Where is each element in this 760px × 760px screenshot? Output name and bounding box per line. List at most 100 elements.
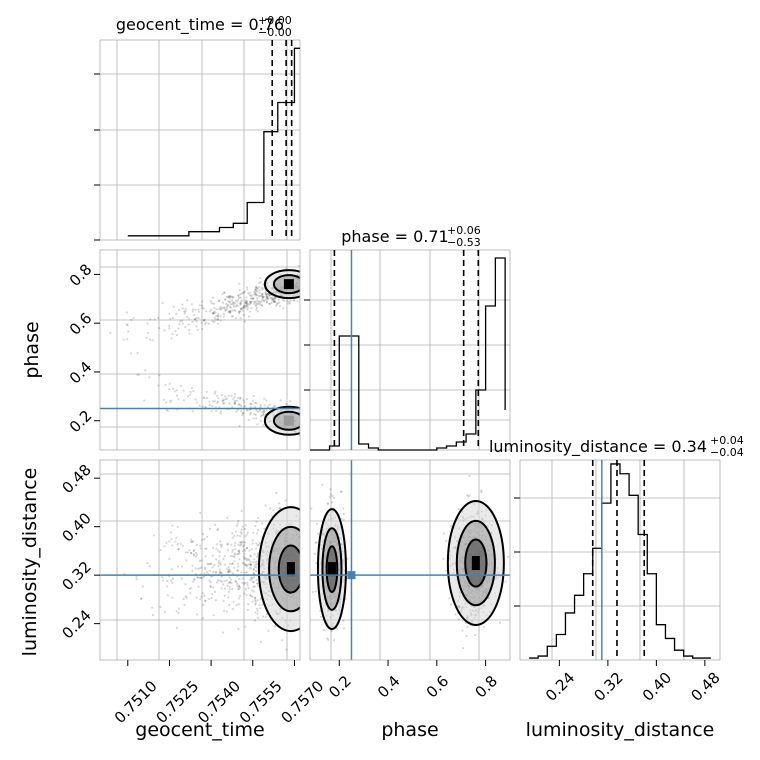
scatter-point	[250, 295, 252, 297]
scatter-point	[205, 310, 207, 312]
scatter-point	[193, 553, 195, 555]
scatter-point	[340, 491, 342, 493]
scatter-point	[233, 556, 235, 558]
scatter-point	[215, 410, 217, 412]
scatter-point	[233, 306, 235, 308]
scatter-point	[215, 599, 217, 601]
scatter-point	[305, 289, 307, 291]
scatter-point	[251, 579, 253, 581]
scatter-point	[301, 279, 303, 281]
scatter-point	[135, 576, 137, 578]
scatter-point	[262, 616, 264, 618]
scatter-point	[188, 323, 190, 325]
scatter-point	[197, 329, 199, 331]
scatter-point	[228, 586, 230, 588]
scatter-point	[154, 318, 156, 320]
scatter-point	[178, 548, 180, 550]
scatter-point	[257, 544, 259, 546]
scatter-point	[168, 327, 170, 329]
scatter-point	[223, 315, 225, 317]
density-contours	[259, 507, 323, 631]
scatter-point	[228, 402, 230, 404]
scatter-point	[191, 303, 193, 305]
scatter-point	[176, 389, 178, 391]
scatter-point	[257, 310, 259, 312]
scatter-point	[285, 648, 287, 650]
x-tick-label: 0.2	[325, 672, 355, 702]
scatter-point	[234, 393, 236, 395]
scatter-point	[306, 284, 308, 286]
scatter-point	[238, 549, 240, 551]
y-tick-label: 0.2	[66, 407, 96, 437]
scatter-point	[450, 603, 452, 605]
scatter-point	[260, 598, 262, 600]
scatter-point	[149, 318, 151, 320]
scatter-point	[237, 397, 239, 399]
scatter-point	[181, 307, 183, 309]
scatter-point	[302, 280, 304, 282]
scatter-point	[301, 564, 303, 566]
scatter-point	[210, 300, 212, 302]
scatter-point	[175, 313, 177, 315]
scatter-point	[204, 599, 206, 601]
scatter-point	[223, 580, 225, 582]
scatter-point	[218, 562, 220, 564]
scatter-point	[305, 297, 307, 299]
scatter-point	[255, 521, 257, 523]
scatter-point	[312, 591, 314, 593]
scatter-point	[306, 293, 308, 295]
x-tick-labels: 0.2 0.4 0.6 0.8	[325, 660, 501, 702]
scatter-point	[164, 611, 166, 613]
scatter-point	[248, 419, 250, 421]
scatter-point	[224, 395, 226, 397]
scatter-point	[303, 544, 305, 546]
scatter-point	[306, 571, 308, 573]
scatter-point	[252, 400, 254, 402]
scatter-point	[306, 281, 308, 283]
scatter-point	[194, 309, 196, 311]
scatter-point	[238, 425, 240, 427]
scatter-point	[136, 374, 138, 376]
scatter-point	[219, 315, 221, 317]
scatter-point	[219, 307, 221, 309]
scatter-point	[244, 528, 246, 530]
scatter-point	[242, 412, 244, 414]
scatter-point	[303, 285, 305, 287]
scatter-point	[208, 598, 210, 600]
scatter-point	[237, 294, 239, 296]
scatter-point	[136, 578, 138, 580]
scatter-point	[242, 399, 244, 401]
scatter-point	[247, 587, 249, 589]
scatter-point	[256, 299, 258, 301]
scatter-point	[209, 563, 211, 565]
scatter-point	[302, 568, 304, 570]
scatter-point	[237, 563, 239, 565]
scatter-point	[257, 288, 259, 290]
scatter-point	[236, 304, 238, 306]
scatter-point	[303, 305, 305, 307]
scatter-point	[301, 279, 303, 281]
scatter-point	[507, 556, 509, 558]
scatter-point	[254, 564, 256, 566]
scatter-point	[445, 569, 447, 571]
scatter-point	[231, 395, 233, 397]
scatter-point	[237, 544, 239, 546]
scatter-point	[255, 570, 257, 572]
scatter-point	[231, 551, 233, 553]
scatter-point	[181, 303, 183, 305]
scatter-point	[264, 404, 266, 406]
scatter-point	[305, 279, 307, 281]
scatter-point	[305, 549, 307, 551]
scatter-point	[306, 559, 308, 561]
histogram-bar	[602, 503, 611, 660]
scatter-point	[251, 298, 253, 300]
scatter-point	[196, 597, 198, 599]
scatter-point	[196, 320, 198, 322]
scatter-point	[240, 410, 242, 412]
scatter-point	[231, 588, 233, 590]
scatter-point	[234, 545, 236, 547]
x-tick-label: 0.8	[472, 672, 502, 702]
scatter-point	[305, 557, 307, 559]
scatter-point	[252, 532, 254, 534]
scatter-point	[256, 307, 258, 309]
